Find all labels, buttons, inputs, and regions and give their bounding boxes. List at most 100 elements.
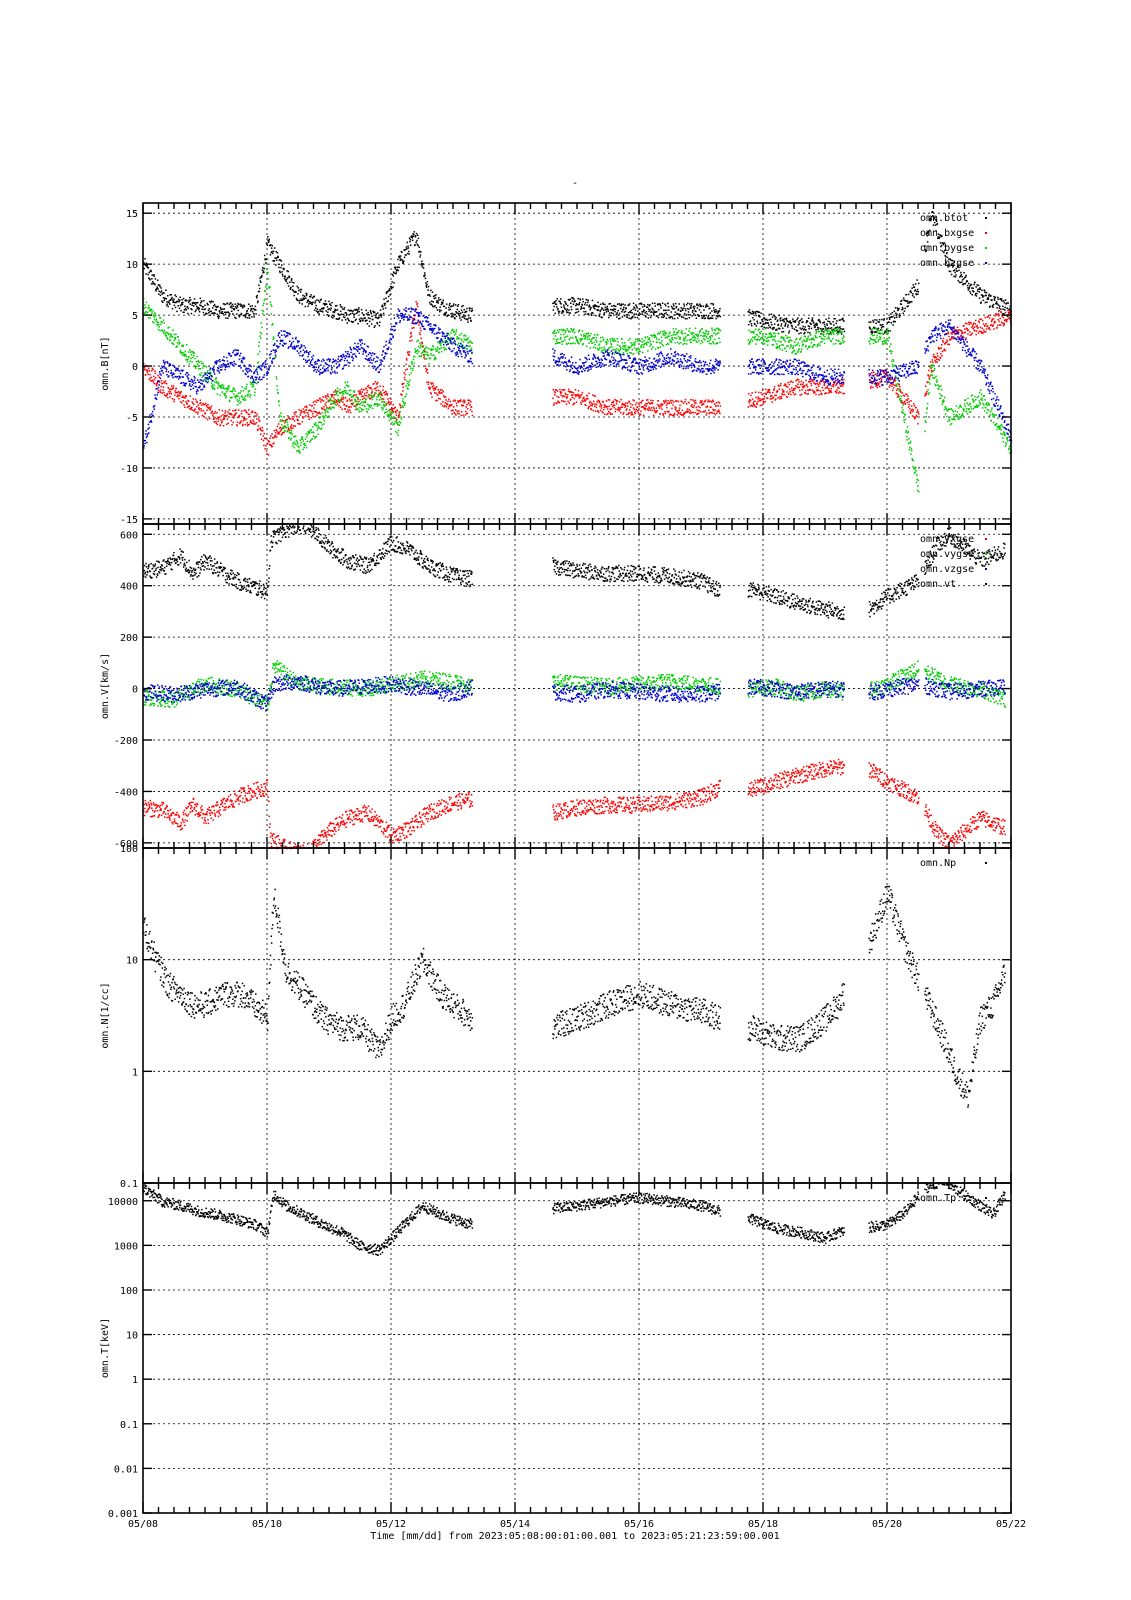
data-point — [682, 332, 684, 335]
data-point — [308, 431, 311, 433]
data-point — [266, 268, 269, 270]
data-point — [195, 309, 197, 311]
data-point — [398, 414, 401, 416]
data-point — [598, 400, 601, 402]
data-point — [203, 365, 205, 367]
data-point — [302, 297, 305, 299]
data-point — [315, 307, 317, 309]
data-point — [200, 410, 203, 412]
data-point — [471, 307, 473, 310]
data-point — [181, 351, 183, 354]
data-point — [617, 341, 619, 343]
data-point — [614, 410, 617, 413]
data-point — [401, 260, 404, 263]
data-point — [330, 397, 332, 399]
data-point — [378, 389, 380, 392]
data-point — [423, 356, 425, 359]
data-point — [625, 349, 628, 351]
data-point — [788, 392, 790, 395]
data-point — [624, 406, 626, 409]
data-point — [434, 295, 436, 297]
data-point — [231, 390, 234, 393]
data-point — [443, 349, 446, 351]
data-point — [616, 344, 619, 346]
data-point — [391, 417, 394, 419]
data-point — [690, 399, 692, 401]
data-point — [347, 411, 350, 413]
data-point — [322, 415, 324, 417]
data-point — [450, 332, 452, 334]
data-point — [183, 397, 186, 399]
data-point — [699, 304, 702, 307]
data-point — [896, 313, 898, 316]
data-point — [927, 232, 929, 234]
data-point — [222, 308, 224, 310]
data-point — [181, 299, 183, 301]
data-point — [461, 305, 463, 308]
data-point — [190, 407, 192, 409]
data-point — [662, 345, 665, 347]
data-point — [221, 410, 224, 412]
data-point — [398, 421, 400, 423]
data-point — [982, 323, 985, 325]
data-point — [160, 385, 162, 388]
data-point — [709, 400, 712, 402]
data-point — [344, 381, 346, 384]
data-point — [652, 406, 655, 409]
data-point — [374, 325, 376, 327]
data-point — [672, 404, 674, 406]
data-point — [563, 304, 565, 306]
data-point — [968, 286, 971, 288]
data-point — [571, 396, 574, 399]
data-point — [292, 290, 295, 292]
data-point — [452, 328, 454, 331]
data-point — [351, 403, 353, 406]
data-point — [260, 429, 262, 431]
data-point — [425, 358, 428, 360]
data-point — [557, 400, 559, 402]
data-point — [767, 391, 770, 393]
data-point — [174, 390, 176, 392]
data-point — [984, 324, 986, 327]
data-point — [350, 393, 352, 396]
data-point — [385, 390, 387, 393]
data-point — [661, 408, 663, 410]
data-point — [172, 343, 175, 346]
data-point — [382, 400, 384, 403]
data-point — [463, 338, 465, 340]
data-point — [433, 387, 436, 390]
data-point — [445, 399, 447, 401]
data-point — [225, 397, 227, 399]
data-point — [625, 307, 627, 309]
data-point — [359, 389, 361, 392]
data-point — [595, 406, 598, 409]
data-point — [156, 279, 159, 281]
data-point — [984, 301, 987, 304]
data-point — [884, 376, 887, 378]
data-point — [470, 341, 472, 344]
data-point — [613, 304, 615, 307]
data-point — [994, 315, 997, 317]
data-point — [964, 276, 966, 279]
data-point — [358, 410, 360, 413]
data-point — [675, 400, 677, 402]
data-point — [222, 387, 224, 389]
data-point — [168, 392, 171, 395]
data-point — [641, 400, 643, 402]
data-point — [571, 342, 573, 345]
data-point — [974, 281, 976, 284]
data-point — [315, 422, 317, 424]
data-point — [973, 329, 975, 331]
data-point — [454, 400, 457, 402]
data-point — [690, 332, 692, 334]
data-point — [318, 411, 320, 414]
data-point — [390, 413, 392, 415]
data-point — [217, 382, 220, 384]
data-point — [429, 348, 431, 350]
data-point — [262, 439, 265, 442]
data-point — [352, 321, 355, 323]
data-point — [963, 324, 965, 327]
data-point — [823, 331, 825, 333]
data-point — [1007, 317, 1010, 320]
data-point — [156, 385, 158, 387]
